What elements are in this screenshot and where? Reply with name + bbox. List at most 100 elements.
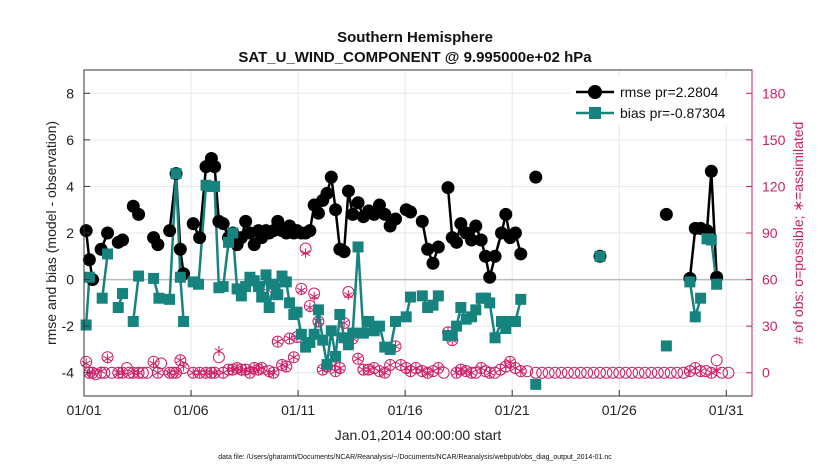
bias-point — [363, 315, 375, 327]
bias-point — [256, 291, 268, 303]
obs-possible-point — [267, 366, 280, 379]
obs-assimilated-point — [277, 360, 287, 370]
obs-possible-point — [568, 366, 581, 379]
obs-assimilated-point — [301, 248, 311, 259]
bias-point — [83, 271, 95, 283]
series-layer — [79, 151, 724, 390]
bias-point — [231, 283, 243, 295]
obs-possible-point — [271, 335, 284, 348]
rmse-point — [193, 231, 207, 245]
x-tick-label: 01/16 — [388, 402, 423, 418]
bias-point — [400, 311, 412, 323]
bias-point — [416, 290, 428, 302]
y-tick-label: 2 — [66, 225, 74, 241]
obs-assimilated-point — [223, 364, 234, 375]
bias-point — [357, 327, 369, 339]
obs-assimilated-point — [385, 360, 395, 370]
bias-point — [432, 290, 444, 302]
bias-point — [484, 297, 496, 309]
obs-assimilated-point — [214, 346, 224, 356]
obs-assimilated-point — [505, 356, 515, 367]
bias-point — [284, 297, 296, 309]
rmse-point — [101, 226, 115, 240]
obs-assimilated-point — [149, 358, 159, 369]
obs-assimilated-point — [374, 366, 385, 377]
rmse-point — [404, 205, 418, 219]
rmse-point — [389, 212, 403, 226]
bias-point — [705, 234, 717, 246]
obs-assimilated-point — [501, 361, 511, 372]
bias-point — [291, 306, 303, 318]
obs-assimilated-point — [417, 366, 427, 377]
rmse-point — [426, 256, 440, 270]
x-tick-label: 01/11 — [281, 402, 315, 418]
bias-point — [470, 304, 482, 316]
bias-point — [321, 359, 333, 371]
rmse-point — [116, 233, 130, 247]
y2-tick-label: 30 — [762, 318, 778, 334]
obs-layer — [80, 242, 735, 381]
obs-possible-point — [651, 366, 664, 379]
obs-possible-point — [208, 366, 221, 379]
rmse-point — [320, 186, 334, 200]
bias-point — [133, 270, 145, 282]
rmse-point — [324, 170, 338, 184]
bias-point — [276, 270, 288, 282]
chart-title: Southern Hemisphere — [337, 29, 493, 46]
rmse-point — [378, 207, 392, 221]
bias-point — [117, 288, 129, 300]
obs-assimilated-point — [96, 366, 106, 377]
y-tick-label: -2 — [62, 318, 75, 334]
bias-point — [334, 309, 346, 320]
obs-possible-point — [280, 360, 293, 373]
y-tick-label: 6 — [66, 132, 74, 148]
y2-axis-label: # of obs: o=possible; ∗=assimilated — [790, 122, 806, 345]
obs-assimilated-point — [102, 353, 113, 364]
obs-assimilated-point — [81, 358, 91, 369]
rmse-point — [483, 270, 497, 284]
obs-possible-point — [555, 366, 568, 379]
obs-possible-point — [151, 366, 164, 379]
obs-possible-point — [174, 354, 187, 367]
obs-possible-point — [593, 366, 606, 379]
bias-point — [312, 304, 324, 316]
rmse-point — [163, 224, 177, 238]
legend-rmse-marker — [588, 85, 602, 99]
obs-possible-point — [529, 366, 542, 379]
rmse-point — [151, 238, 165, 252]
y-tick-label: 0 — [66, 272, 74, 288]
bias-point — [308, 328, 320, 340]
obs-assimilated-point — [309, 291, 319, 302]
rmse-point — [337, 245, 351, 259]
bias-point — [217, 281, 229, 293]
rmse-point — [132, 207, 146, 221]
bias-point — [80, 319, 92, 331]
obs-possible-point — [561, 366, 574, 379]
bias-point — [342, 339, 354, 351]
obs-assimilated-point — [330, 366, 341, 377]
rmse-point — [514, 247, 528, 261]
y-axis-label: rmse and bias (model - observation) — [43, 121, 59, 345]
rmse-point — [173, 242, 187, 256]
y-tick-label: -4 — [62, 365, 75, 381]
obs-assimilated-point — [171, 367, 181, 378]
rmse-point — [529, 170, 543, 184]
bias-point — [248, 275, 260, 287]
obs-possible-point — [287, 351, 300, 364]
bias-point — [689, 311, 701, 323]
obs-assimilated-point — [335, 363, 345, 374]
obs-assimilated-point — [296, 285, 306, 296]
obs-assimilated-point — [380, 367, 390, 378]
bias-point — [496, 315, 507, 327]
obs-possible-point — [352, 352, 365, 365]
bias-point — [530, 378, 542, 390]
rmse-point — [659, 207, 673, 221]
obs-assimilated-point — [117, 367, 128, 378]
obs-assimilated-point — [433, 363, 443, 374]
obs-assimilated-point — [245, 367, 255, 378]
obs-assimilated-point — [264, 367, 274, 378]
x-tick-label: 01/26 — [602, 402, 637, 418]
bias-point — [263, 302, 275, 314]
rmse-point — [450, 235, 464, 249]
